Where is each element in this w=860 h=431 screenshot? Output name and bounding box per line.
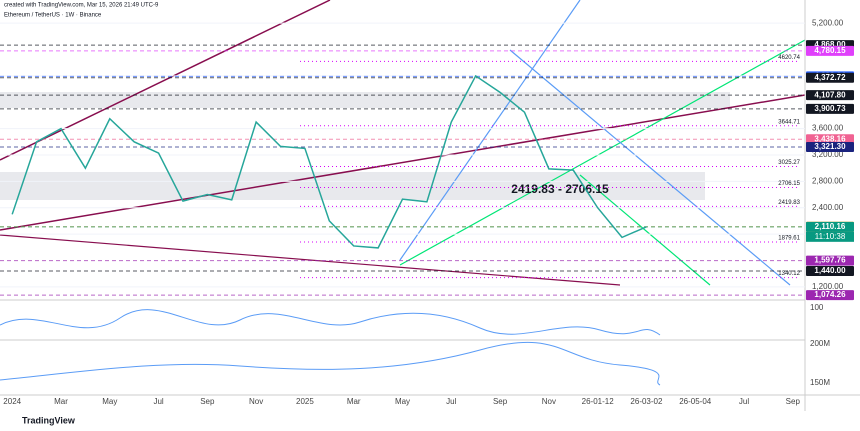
trendline (579, 174, 711, 286)
price-tag (806, 290, 854, 301)
x-tick-label: Sep (493, 397, 508, 406)
price-tag (806, 255, 854, 266)
trendline (0, 234, 621, 286)
zone (0, 172, 705, 200)
x-tick-label: Sep (786, 397, 801, 406)
zone (0, 92, 730, 108)
price-tag-label: 4,780.15 (814, 46, 846, 55)
x-tick-label: Sep (200, 397, 215, 406)
price-tag-label: 4,107.80 (814, 90, 846, 99)
price-tag-label: 4,868.00 (814, 40, 846, 49)
price-tag (806, 103, 854, 114)
level-mark-label: 1340.12 (778, 271, 800, 277)
x-tick-label: 26-05-04 (679, 397, 712, 406)
price-line (11, 74, 647, 249)
rsi-line (0, 309, 661, 336)
countdown: 11:10:38 (815, 232, 846, 241)
trendline (509, 49, 791, 286)
x-tick-label: Jul (446, 397, 456, 406)
level-mark-label: 2419.83 (778, 200, 800, 206)
y-tick-label: 2,800.00 (812, 176, 844, 185)
price-tag (806, 142, 854, 153)
rsi-label: 100 (810, 303, 824, 312)
x-tick-label: Jul (153, 397, 163, 406)
x-tick-label: Nov (542, 397, 556, 406)
y-tick-label: 5,200.00 (812, 18, 844, 27)
y-tick-label: 2,400.00 (812, 203, 844, 212)
price-tag-label: 1,597.76 (814, 256, 846, 265)
price-tag-label: 3,900.73 (814, 104, 846, 113)
trendline (0, 0, 331, 161)
price-tag-label: 4,372.72 (814, 73, 846, 82)
x-tick-label: Nov (249, 397, 263, 406)
x-tick-label: 2025 (296, 397, 314, 406)
level-mark-label: 3644.71 (778, 119, 800, 125)
x-tick-label: 26-01-12 (582, 397, 615, 406)
y-tick-label: 1,200.00 (812, 282, 844, 291)
x-tick-label: Mar (54, 397, 68, 406)
x-tick-label: May (395, 397, 410, 406)
x-tick-label: May (102, 397, 117, 406)
level-mark-label: 1879.61 (778, 236, 800, 242)
price-tag (806, 266, 854, 276)
y-tick-label: 3,200.00 (812, 150, 844, 159)
price-tag (806, 90, 854, 101)
price-tag (806, 45, 854, 56)
trendline (399, 0, 581, 261)
price-tag (806, 134, 854, 145)
obv-line (0, 341, 661, 386)
level-mark-label: 3025.27 (778, 160, 800, 166)
price-tag-label: 3,438.16 (814, 134, 846, 143)
price-tag-label: 2,110.16 (815, 222, 846, 231)
y-tick-label: 3,600.00 (812, 124, 844, 133)
x-tick-label: Mar (347, 397, 361, 406)
price-tag (806, 221, 854, 232)
level-mark-label: 2706.15 (778, 181, 800, 187)
watermark: created with TradingView.com, Mar 15, 20… (4, 3, 159, 9)
countdown-tag (806, 231, 854, 242)
x-tick-label: 2024 (3, 397, 21, 406)
annotation: 2419.83 - 2706.15 (511, 182, 609, 196)
brand: TradingView (22, 415, 76, 425)
x-tick-label: 26-03-02 (630, 397, 663, 406)
chart-title: Ethereum / TetherUS · 1W · Binance (4, 13, 102, 19)
x-tick-label: Jul (739, 397, 749, 406)
level-mark-label: 4620.74 (778, 55, 800, 61)
price-tag-label: 1,074.26 (814, 290, 846, 299)
price-tag-label: 3,321.30 (814, 142, 846, 151)
obv-label: 150M (810, 378, 830, 387)
obv-label: 200M (810, 339, 830, 348)
price-tag (806, 72, 854, 83)
price-tag-label: 1,440.00 (814, 266, 846, 275)
